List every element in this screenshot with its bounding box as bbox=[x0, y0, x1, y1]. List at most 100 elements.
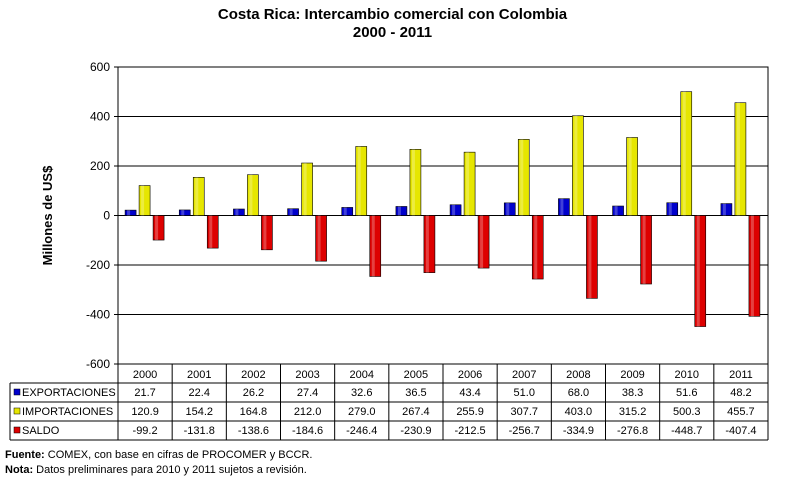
bar-highlight bbox=[344, 207, 347, 215]
bar-saldo-2010 bbox=[695, 216, 706, 327]
data-label: 500.3 bbox=[673, 406, 701, 418]
bar-highlight bbox=[372, 216, 375, 277]
data-label: 43.4 bbox=[459, 387, 480, 399]
bar-highlight bbox=[452, 205, 455, 216]
bar-exportaciones-2002 bbox=[233, 209, 244, 215]
bar-highlight bbox=[318, 216, 321, 262]
data-label: -246.4 bbox=[346, 425, 377, 437]
bar-highlight bbox=[643, 216, 646, 285]
x-tick-label: 2002 bbox=[241, 369, 265, 381]
bar-highlight bbox=[669, 203, 672, 216]
x-tick-label: 2000 bbox=[133, 369, 157, 381]
data-label: 51.6 bbox=[676, 387, 697, 399]
bar-saldo-2003 bbox=[316, 216, 327, 262]
bar-exportaciones-2003 bbox=[288, 209, 299, 216]
y-tick-label: 600 bbox=[90, 60, 110, 74]
data-label: -131.8 bbox=[184, 425, 215, 437]
data-label: 315.2 bbox=[619, 406, 647, 418]
bar-exportaciones-2007 bbox=[504, 203, 515, 216]
bar-highlight bbox=[398, 206, 401, 215]
data-label: 154.2 bbox=[185, 406, 213, 418]
bar-importaciones-2011 bbox=[735, 103, 746, 216]
data-label: 22.4 bbox=[189, 387, 210, 399]
note-text: Datos preliminares para 2010 y 2011 suje… bbox=[33, 464, 307, 476]
bar-saldo-2005 bbox=[424, 216, 435, 273]
y-tick-label: -400 bbox=[86, 308, 110, 322]
bar-exportaciones-2001 bbox=[179, 210, 190, 216]
data-label: -334.9 bbox=[563, 425, 594, 437]
bar-highlight bbox=[574, 116, 577, 216]
bar-highlight bbox=[358, 146, 361, 215]
bar-exportaciones-2009 bbox=[613, 206, 624, 215]
bar-importaciones-2002 bbox=[247, 175, 258, 216]
x-tick-label: 2011 bbox=[729, 369, 753, 381]
y-tick-label: 0 bbox=[103, 209, 110, 223]
data-label: -276.8 bbox=[617, 425, 648, 437]
bar-saldo-2008 bbox=[586, 216, 597, 299]
bar-highlight bbox=[737, 103, 740, 216]
data-label: 255.9 bbox=[456, 406, 484, 418]
bar-saldo-2007 bbox=[532, 216, 543, 280]
bar-highlight bbox=[560, 199, 563, 216]
bar-exportaciones-2005 bbox=[396, 206, 407, 215]
y-tick-label: -200 bbox=[86, 258, 110, 272]
bar-exportaciones-2010 bbox=[667, 203, 678, 216]
bar-saldo-2011 bbox=[749, 216, 760, 317]
data-label: -212.5 bbox=[454, 425, 485, 437]
legend-key-importaciones bbox=[14, 408, 20, 414]
data-label: 38.3 bbox=[622, 387, 643, 399]
bar-highlight bbox=[127, 210, 130, 215]
bar-highlight bbox=[697, 216, 700, 327]
bar-saldo-2000 bbox=[153, 216, 164, 241]
bar-exportaciones-2004 bbox=[342, 207, 353, 215]
data-label: 120.9 bbox=[131, 406, 159, 418]
bar-saldo-2006 bbox=[478, 216, 489, 269]
legend-key-saldo bbox=[14, 427, 20, 433]
bar-importaciones-2010 bbox=[681, 92, 692, 216]
y-axis-title: Millones de US$ bbox=[40, 165, 55, 265]
x-tick-label: 2003 bbox=[295, 369, 319, 381]
bar-chart: 6004002000-200-400-600Millones de US$200… bbox=[0, 0, 785, 492]
legend-label-importaciones: IMPORTACIONES bbox=[22, 406, 113, 418]
bar-highlight bbox=[520, 139, 523, 215]
data-label: 212.0 bbox=[294, 406, 322, 418]
x-tick-label: 2001 bbox=[187, 369, 211, 381]
data-label: 403.0 bbox=[565, 406, 593, 418]
source-label: Fuente: bbox=[5, 449, 45, 461]
preliminary-note: Nota: Datos preliminares para 2010 y 201… bbox=[5, 463, 307, 477]
bar-highlight bbox=[426, 216, 429, 273]
bar-importaciones-2007 bbox=[518, 139, 529, 215]
bar-highlight bbox=[141, 186, 144, 216]
data-label: 267.4 bbox=[402, 406, 430, 418]
bar-exportaciones-2011 bbox=[721, 204, 732, 216]
data-label: 307.7 bbox=[510, 406, 538, 418]
bar-importaciones-2001 bbox=[193, 177, 204, 215]
data-label: 51.0 bbox=[514, 387, 535, 399]
bar-saldo-2004 bbox=[370, 216, 381, 277]
data-label: -230.9 bbox=[400, 425, 431, 437]
bar-highlight bbox=[290, 209, 293, 216]
data-label: 455.7 bbox=[727, 406, 755, 418]
bar-highlight bbox=[304, 163, 307, 215]
x-tick-label: 2008 bbox=[566, 369, 590, 381]
bar-saldo-2001 bbox=[207, 216, 218, 249]
x-tick-label: 2005 bbox=[404, 369, 428, 381]
bar-importaciones-2006 bbox=[464, 152, 475, 215]
bar-highlight bbox=[181, 210, 184, 216]
x-tick-label: 2010 bbox=[675, 369, 699, 381]
bar-highlight bbox=[412, 149, 415, 215]
data-label: -407.4 bbox=[725, 425, 756, 437]
bar-highlight bbox=[751, 216, 754, 317]
bar-highlight bbox=[534, 216, 537, 280]
bar-highlight bbox=[506, 203, 509, 216]
data-label: -138.6 bbox=[238, 425, 269, 437]
data-label: 164.8 bbox=[240, 406, 268, 418]
legend-label-saldo: SALDO bbox=[22, 425, 60, 437]
legend-label-exportaciones: EXPORTACIONES bbox=[22, 387, 116, 399]
bar-highlight bbox=[615, 206, 618, 215]
source-note: Fuente: COMEX, con base en cifras de PRO… bbox=[5, 448, 312, 462]
bar-highlight bbox=[249, 175, 252, 216]
x-tick-label: 2007 bbox=[512, 369, 536, 381]
data-label: 48.2 bbox=[730, 387, 751, 399]
bar-exportaciones-2000 bbox=[125, 210, 136, 215]
